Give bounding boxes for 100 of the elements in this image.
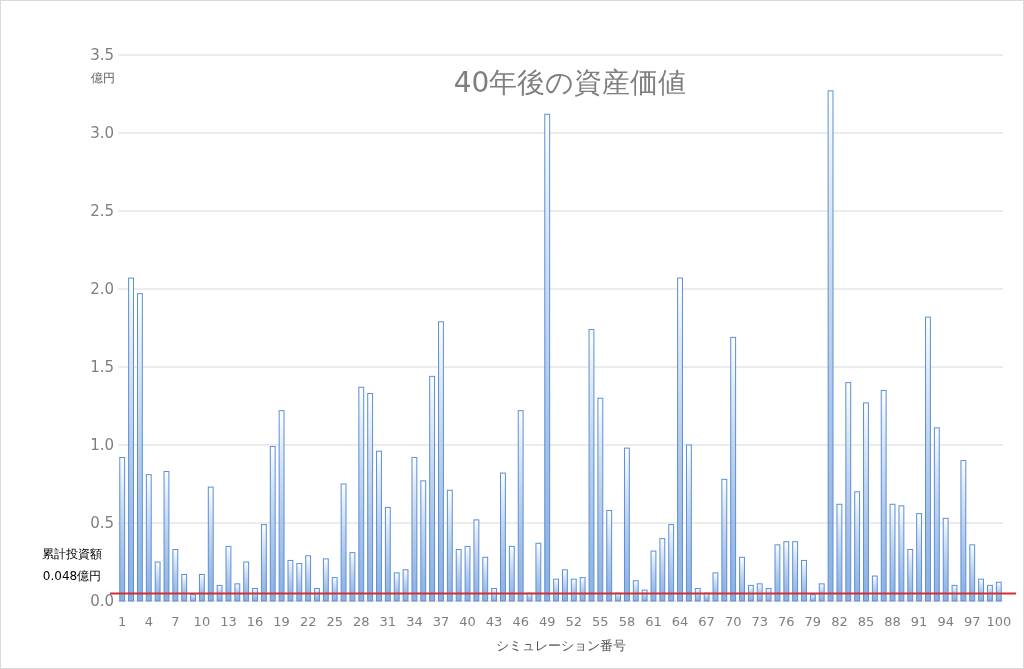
bar [880,389,887,602]
bar [260,524,267,602]
x-tick-label: 94 [937,614,954,629]
bar [482,556,489,602]
x-tick-label: 28 [353,614,370,629]
x-tick-label: 7 [171,614,180,629]
bar [632,580,639,602]
y-tick-label: 1.5 [90,358,114,377]
bar [473,519,480,602]
bar [739,556,745,602]
bar [677,277,683,602]
ref-line-label: 累計投資額 0.048億円 [42,546,102,583]
chart-title: 40年後の資産価値 [453,66,687,99]
bar [925,316,931,602]
bar [500,472,506,602]
x-tick-label: 52 [565,614,583,629]
x-tick-label: 61 [645,614,662,629]
bar [376,450,382,602]
bar [358,386,365,602]
x-tick-label: 100 [986,614,1012,629]
x-tick-label: 64 [671,614,689,629]
x-tick-label: 34 [406,614,423,629]
bar [119,456,126,602]
bar [730,336,737,602]
bar [863,402,869,602]
x-tick-label: 49 [538,614,556,629]
bar [712,572,719,602]
y-tick-label: 1.0 [90,436,114,455]
bar [685,444,692,602]
bar [871,575,878,602]
bar [845,382,852,602]
bar [916,513,923,602]
bar [907,549,914,602]
x-tick-label: 55 [592,614,609,629]
bar [331,577,338,602]
bar [402,569,409,602]
bar [783,541,790,602]
x-tick-label: 67 [698,614,715,629]
x-tick-label: 85 [857,614,875,629]
bar [384,506,391,602]
x-tick-label: 4 [144,614,153,629]
bar [792,541,799,602]
bar [553,578,560,602]
bar [269,446,276,602]
x-tick-label: 31 [379,614,397,629]
bar [517,410,524,602]
bar [455,549,462,602]
bar [588,329,595,602]
bar [809,594,816,602]
bar [128,277,134,602]
bar [322,558,329,602]
x-tick-label: 79 [804,614,822,629]
bar [721,478,728,602]
bar [172,549,179,602]
y-tick-label: 3.0 [90,124,114,143]
x-tick-label: 10 [193,614,211,629]
bar [668,524,675,602]
bar [969,544,976,602]
bar [960,460,967,602]
bar [570,578,577,602]
y-tick-label: 2.0 [90,280,114,299]
bar [349,552,356,602]
bar [154,561,161,602]
bar [464,545,471,602]
bar [544,113,551,602]
bar [898,505,905,602]
x-tick-label: 40 [459,614,476,629]
bar [243,561,250,602]
x-tick-label: 16 [246,614,264,629]
bar [827,90,834,602]
bar [774,544,781,602]
x-tick-label: 76 [778,614,795,629]
x-tick-label: 13 [220,614,237,629]
x-tick-label: 70 [724,614,742,629]
bar [933,427,940,602]
x-tick-label: 88 [884,614,901,629]
y-tick-label: 0.5 [90,514,114,533]
bar [207,486,214,602]
bar [508,545,515,602]
bar [278,410,285,602]
x-tick-label: 19 [273,614,290,629]
y-tick-label: 0.0 [90,592,114,611]
bar [411,456,418,602]
bar [438,321,444,602]
bar [163,471,170,602]
bar [340,483,347,602]
bar [367,393,374,602]
x-tick-label: 82 [831,614,848,629]
x-tick-label: 1 [118,614,127,629]
bar [136,293,143,602]
bar [597,397,604,602]
bar [659,538,666,602]
bar [305,555,312,602]
x-tick-label: 58 [618,614,636,629]
x-axis-title: シミュレーション番号 [495,638,626,653]
bar [579,577,586,602]
bar [535,542,542,602]
y-axis-title: 億円 [91,71,115,85]
bar [606,510,613,602]
bar [801,559,807,602]
